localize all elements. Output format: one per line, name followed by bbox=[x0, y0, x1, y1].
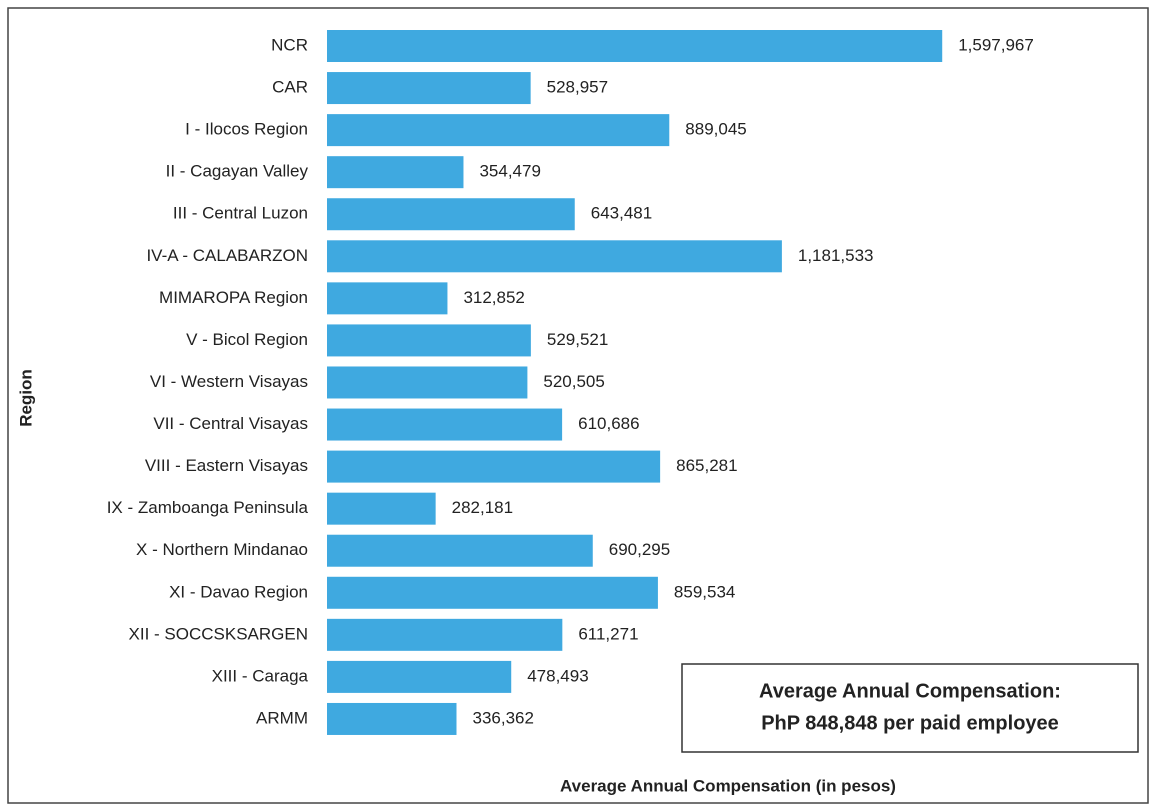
bar bbox=[327, 492, 436, 525]
y-tick-label: VII - Central Visayas bbox=[153, 414, 308, 433]
annotation-box bbox=[681, 663, 1139, 753]
value-label: 478,493 bbox=[527, 666, 588, 685]
bar bbox=[327, 660, 512, 693]
bar bbox=[327, 534, 593, 567]
value-label: 1,597,967 bbox=[958, 35, 1034, 54]
bar bbox=[327, 30, 943, 62]
bar bbox=[327, 198, 575, 231]
value-label: 520,505 bbox=[543, 372, 604, 391]
y-tick-label: I - Ilocos Region bbox=[185, 120, 308, 139]
value-label: 354,479 bbox=[479, 162, 540, 181]
bar bbox=[327, 324, 531, 357]
value-label: 865,281 bbox=[676, 456, 737, 475]
value-label: 889,045 bbox=[685, 120, 746, 139]
value-label: 643,481 bbox=[591, 204, 652, 223]
value-label: 859,534 bbox=[674, 582, 735, 601]
y-tick-label: ARMM bbox=[256, 708, 308, 727]
y-tick-label: IV-A - CALABARZON bbox=[146, 246, 308, 265]
y-tick-label: VIII - Eastern Visayas bbox=[145, 456, 308, 475]
bar bbox=[327, 702, 457, 735]
x-axis-label: Average Annual Compensation (in pesos) bbox=[560, 776, 896, 795]
bar bbox=[327, 282, 448, 315]
value-label: 611,271 bbox=[578, 624, 638, 643]
bar bbox=[327, 240, 782, 273]
frame bbox=[7, 7, 1149, 804]
bar bbox=[327, 366, 528, 399]
y-tick-label: XI - Davao Region bbox=[169, 582, 308, 601]
y-tick-label: XII - SOCCSKSARGEN bbox=[129, 624, 308, 643]
y-tick-label: III - Central Luzon bbox=[173, 204, 308, 223]
y-tick-label: VI - Western Visayas bbox=[150, 372, 308, 391]
bar bbox=[327, 450, 661, 483]
y-tick-label: MIMAROPA Region bbox=[159, 288, 308, 307]
bar bbox=[327, 576, 658, 609]
value-label: 312,852 bbox=[463, 288, 524, 307]
y-tick-label: IX - Zamboanga Peninsula bbox=[107, 498, 309, 517]
y-tick-label: X - Northern Mindanao bbox=[136, 540, 308, 559]
y-tick-label: II - Cagayan Valley bbox=[166, 162, 309, 181]
bar bbox=[327, 114, 670, 147]
value-label: 528,957 bbox=[547, 78, 608, 97]
value-label: 690,295 bbox=[609, 540, 670, 559]
value-label: 1,181,533 bbox=[798, 246, 874, 265]
value-label: 336,362 bbox=[472, 708, 533, 727]
y-tick-label: CAR bbox=[272, 78, 308, 97]
bar bbox=[327, 72, 531, 105]
y-axis-label: Region bbox=[16, 369, 35, 427]
annotation: PhP 848,848 per paid employee bbox=[761, 712, 1059, 734]
y-tick-label: XIII - Caraga bbox=[212, 666, 309, 685]
bar bbox=[327, 618, 563, 651]
value-label: 282,181 bbox=[452, 498, 513, 517]
y-tick-label: NCR bbox=[271, 35, 308, 54]
value-label: 610,686 bbox=[578, 414, 639, 433]
y-tick-label: V - Bicol Region bbox=[186, 330, 308, 349]
value-label: 529,521 bbox=[547, 330, 608, 349]
bar bbox=[327, 408, 563, 441]
bar bbox=[327, 156, 464, 189]
annotation: Average Annual Compensation: bbox=[759, 680, 1061, 702]
